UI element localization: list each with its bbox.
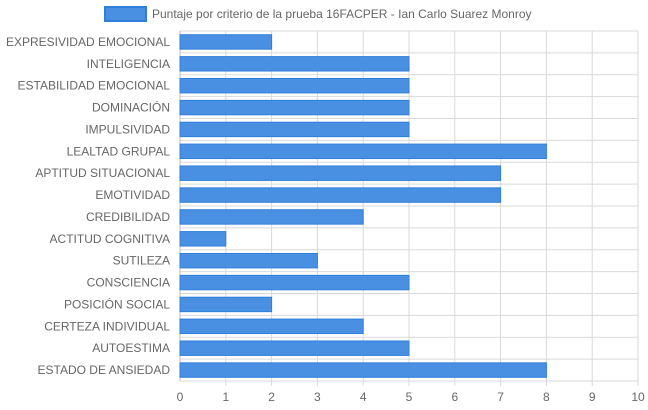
category-tick-label: CONSCIENCIA — [87, 276, 170, 290]
category-tick-label: INTELIGENCIA — [87, 57, 170, 71]
legend-label: Puntaje por criterio de la prueba 16FACP… — [152, 7, 532, 21]
legend-swatch — [104, 6, 147, 22]
bar-estado-de-ansiedad — [179, 362, 547, 378]
bar-impulsividad — [179, 121, 410, 138]
category-tick-label: APTITUD SITUACIONAL — [35, 166, 170, 180]
x-tick-label: 4 — [360, 390, 367, 404]
chart-bars — [179, 34, 547, 378]
bar-certeza-individual — [179, 318, 364, 335]
category-tick-label: POSICIÓN SOCIAL — [64, 296, 170, 311]
category-tick-label: EMOTIVIDAD — [95, 188, 170, 202]
bar-sutileza — [179, 252, 318, 269]
bar-autoestima — [179, 340, 410, 356]
bar-posición-social — [179, 296, 273, 313]
bar-credibilidad — [179, 209, 364, 225]
category-tick-label: CREDIBILIDAD — [86, 210, 170, 224]
category-tick-label: IMPULSIVIDAD — [85, 122, 170, 136]
category-tick-label: LEALTAD GRUPAL — [67, 144, 171, 158]
bar-dominación — [179, 99, 410, 116]
bar-estabilidad-emocional — [179, 77, 410, 94]
category-tick-label: DOMINACIÓN — [92, 100, 170, 115]
bar-inteligencia — [179, 56, 410, 72]
bar-lealtad-grupal — [179, 143, 547, 160]
chart-grid — [179, 30, 639, 386]
x-tick-label: 5 — [406, 390, 413, 404]
bar-consciencia — [179, 274, 410, 291]
x-tick-label: 9 — [589, 390, 596, 404]
x-tick-label: 8 — [543, 390, 550, 404]
x-tick-label: 0 — [177, 390, 184, 404]
value-axis: 0 1 2 3 4 5 6 7 8 9 10 — [177, 390, 645, 404]
x-tick-label: 7 — [497, 390, 504, 404]
category-tick-label: CERTEZA INDIVIDUAL — [44, 319, 170, 333]
x-tick-label: 10 — [631, 390, 645, 404]
x-tick-label: 1 — [222, 390, 229, 404]
category-tick-label: AUTOESTIMA — [92, 341, 170, 355]
category-tick-label: ESTABILIDAD EMOCIONAL — [18, 79, 171, 93]
category-axis: EXPRESIVIDAD EMOCIONAL INTELIGENCIA ESTABI… — [6, 35, 170, 377]
category-tick-label: SUTILEZA — [113, 254, 170, 268]
bar-expresividad-emocional — [179, 34, 273, 50]
x-tick-label: 3 — [314, 390, 321, 404]
category-tick-label: ACTITUD COGNITIVA — [50, 232, 170, 246]
bar-emotividad — [179, 187, 502, 203]
x-tick-label: 6 — [451, 390, 458, 404]
bar-aptitud-situacional — [179, 165, 502, 181]
chart-legend[interactable]: Puntaje por criterio de la prueba 16FACP… — [104, 6, 532, 22]
category-tick-label: EXPRESIVIDAD EMOCIONAL — [6, 35, 170, 49]
bar-actitud-cognitiva — [179, 231, 227, 247]
x-tick-label: 2 — [268, 390, 275, 404]
category-tick-label: ESTADO DE ANSIEDAD — [38, 363, 171, 377]
